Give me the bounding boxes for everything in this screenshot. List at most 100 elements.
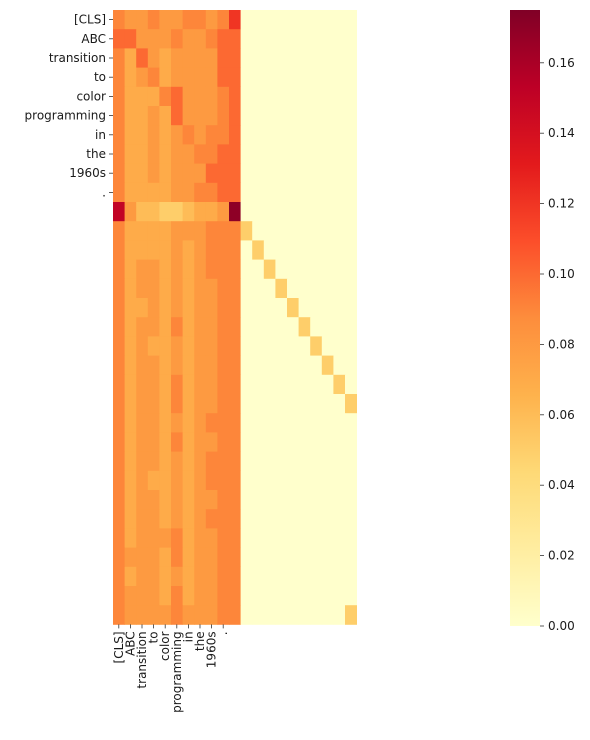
heatmap-cell bbox=[171, 125, 183, 145]
heatmap-cell bbox=[241, 432, 253, 452]
heatmap-cell bbox=[252, 68, 264, 88]
heatmap-cell bbox=[322, 183, 334, 203]
heatmap-cell bbox=[275, 509, 287, 529]
heatmap-cell bbox=[252, 202, 264, 222]
heatmap-cell bbox=[241, 452, 253, 472]
heatmap-cell bbox=[217, 336, 229, 356]
heatmap-cell bbox=[229, 183, 241, 203]
heatmap-cell bbox=[125, 375, 137, 395]
heatmap-cell bbox=[252, 260, 264, 280]
heatmap-cell bbox=[287, 490, 299, 510]
heatmap-cell bbox=[287, 586, 299, 606]
heatmap-cell bbox=[125, 356, 137, 376]
heatmap-cell bbox=[183, 48, 195, 68]
heatmap-cell bbox=[241, 221, 253, 241]
heatmap-cell bbox=[159, 106, 171, 126]
heatmap-cell bbox=[287, 509, 299, 529]
heatmap-cell bbox=[125, 240, 137, 260]
heatmap-cell bbox=[136, 375, 148, 395]
heatmap-cell bbox=[194, 164, 206, 184]
heatmap-cell bbox=[125, 125, 137, 145]
heatmap-cell bbox=[252, 394, 264, 414]
heatmap-cell bbox=[252, 125, 264, 145]
heatmap-cell bbox=[345, 87, 357, 107]
heatmap-cell bbox=[194, 394, 206, 414]
heatmap-cell bbox=[136, 29, 148, 49]
heatmap-cell bbox=[194, 432, 206, 452]
heatmap-cell bbox=[264, 567, 276, 587]
heatmap-cell bbox=[275, 29, 287, 49]
heatmap-cell bbox=[206, 375, 218, 395]
heatmap-cell bbox=[113, 106, 125, 126]
heatmap-cell bbox=[241, 567, 253, 587]
heatmap-cell bbox=[136, 528, 148, 548]
heatmap-cell bbox=[183, 567, 195, 587]
heatmap-cell bbox=[333, 125, 345, 145]
heatmap-cell bbox=[264, 432, 276, 452]
heatmap-cell bbox=[299, 183, 311, 203]
y-tick-label: the bbox=[86, 147, 106, 161]
heatmap-cell bbox=[322, 413, 334, 433]
heatmap-cell bbox=[241, 356, 253, 376]
heatmap-cell bbox=[275, 528, 287, 548]
heatmap-cell bbox=[217, 394, 229, 414]
heatmap-cell bbox=[252, 490, 264, 510]
heatmap-cell bbox=[171, 87, 183, 107]
heatmap-cell bbox=[264, 356, 276, 376]
heatmap-cell bbox=[148, 490, 160, 510]
heatmap-cell bbox=[252, 279, 264, 299]
heatmap-cell bbox=[264, 586, 276, 606]
heatmap-cell bbox=[148, 471, 160, 491]
heatmap-cell bbox=[322, 471, 334, 491]
heatmap-cell bbox=[136, 548, 148, 568]
heatmap-cell bbox=[264, 87, 276, 107]
heatmap-cell bbox=[345, 298, 357, 318]
heatmap-cell bbox=[125, 279, 137, 299]
heatmap-cell bbox=[299, 48, 311, 68]
heatmap-cell bbox=[171, 317, 183, 337]
heatmap-cell bbox=[310, 375, 322, 395]
heatmap-cell bbox=[217, 279, 229, 299]
heatmap-cell bbox=[299, 528, 311, 548]
heatmap-cell bbox=[194, 471, 206, 491]
heatmap-cell bbox=[113, 528, 125, 548]
heatmap-cell bbox=[194, 125, 206, 145]
heatmap-cell bbox=[125, 10, 137, 30]
heatmap-cell bbox=[125, 260, 137, 280]
heatmap-cell bbox=[229, 490, 241, 510]
heatmap-cell bbox=[333, 394, 345, 414]
heatmap-cell bbox=[322, 548, 334, 568]
heatmap-cell bbox=[322, 586, 334, 606]
heatmap-cell bbox=[229, 548, 241, 568]
heatmap-cell bbox=[287, 394, 299, 414]
heatmap-cell bbox=[275, 490, 287, 510]
heatmap-cell bbox=[159, 413, 171, 433]
heatmap-cell bbox=[125, 509, 137, 529]
heatmap-cell bbox=[194, 452, 206, 472]
heatmap-cell bbox=[183, 375, 195, 395]
heatmap-cell bbox=[310, 183, 322, 203]
heatmap-cell bbox=[159, 336, 171, 356]
heatmap-cell bbox=[310, 586, 322, 606]
heatmap-cell bbox=[125, 471, 137, 491]
y-tick-label: to bbox=[94, 70, 106, 84]
heatmap-cell bbox=[136, 452, 148, 472]
heatmap-cell bbox=[136, 432, 148, 452]
heatmap-cell bbox=[287, 87, 299, 107]
heatmap-cell bbox=[136, 471, 148, 491]
heatmap-cell bbox=[148, 336, 160, 356]
heatmap-cell bbox=[113, 356, 125, 376]
heatmap-cell bbox=[159, 490, 171, 510]
heatmap-cell bbox=[310, 68, 322, 88]
heatmap-cell bbox=[252, 528, 264, 548]
heatmap-cell bbox=[241, 29, 253, 49]
heatmap-cell bbox=[217, 452, 229, 472]
heatmap-cell bbox=[299, 375, 311, 395]
heatmap-cell bbox=[217, 10, 229, 30]
heatmap-cell bbox=[241, 164, 253, 184]
heatmap-cell bbox=[299, 509, 311, 529]
heatmap-cell bbox=[345, 432, 357, 452]
heatmap-cell bbox=[194, 183, 206, 203]
heatmap-cell bbox=[322, 48, 334, 68]
heatmap-cell bbox=[252, 509, 264, 529]
